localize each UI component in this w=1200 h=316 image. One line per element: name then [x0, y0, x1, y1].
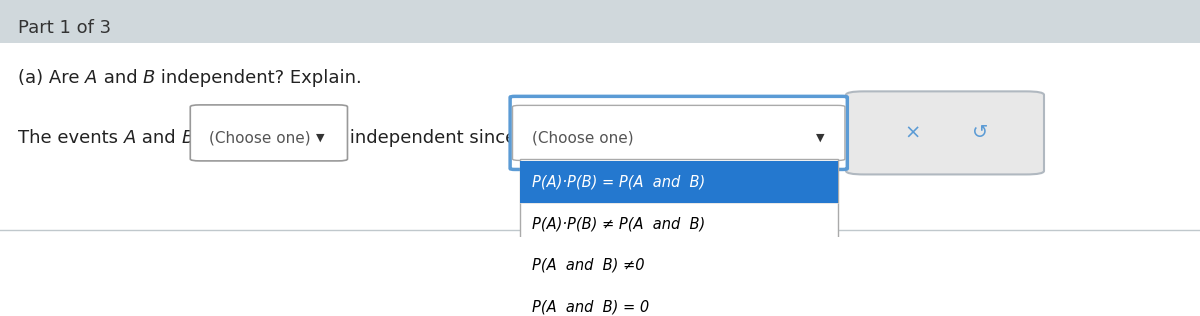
Text: Part 1 of 3: Part 1 of 3 [18, 20, 112, 38]
Text: B: B [181, 129, 194, 147]
Text: A: A [124, 129, 136, 147]
Text: ×: × [905, 124, 920, 143]
Text: B: B [143, 69, 155, 87]
Text: ▼: ▼ [816, 133, 824, 143]
Text: A: A [85, 69, 97, 87]
Text: P(A)·P(B) ≠ P(A  and  B): P(A)·P(B) ≠ P(A and B) [532, 216, 704, 231]
Text: (a) Are: (a) Are [18, 69, 85, 87]
Text: (Choose one): (Choose one) [210, 130, 311, 145]
FancyBboxPatch shape [520, 159, 838, 316]
Text: ▼: ▼ [317, 133, 325, 143]
FancyBboxPatch shape [191, 105, 348, 161]
Text: and: and [97, 69, 143, 87]
FancyBboxPatch shape [846, 91, 1044, 174]
Text: P(A  and  B) = 0: P(A and B) = 0 [532, 299, 649, 314]
Text: independent since: independent since [344, 129, 516, 147]
Text: P(A)·P(B) = P(A  and  B): P(A)·P(B) = P(A and B) [532, 175, 704, 190]
FancyBboxPatch shape [0, 0, 1200, 43]
Text: (Choose one): (Choose one) [532, 130, 634, 145]
Text: P(A  and  B) ≠0: P(A and B) ≠0 [532, 258, 644, 273]
FancyBboxPatch shape [512, 105, 845, 161]
FancyBboxPatch shape [510, 96, 847, 169]
Text: independent? Explain.: independent? Explain. [155, 69, 362, 87]
Text: The events: The events [18, 129, 124, 147]
FancyBboxPatch shape [520, 161, 838, 203]
Text: and: and [136, 129, 181, 147]
Text: ↺: ↺ [972, 124, 989, 143]
